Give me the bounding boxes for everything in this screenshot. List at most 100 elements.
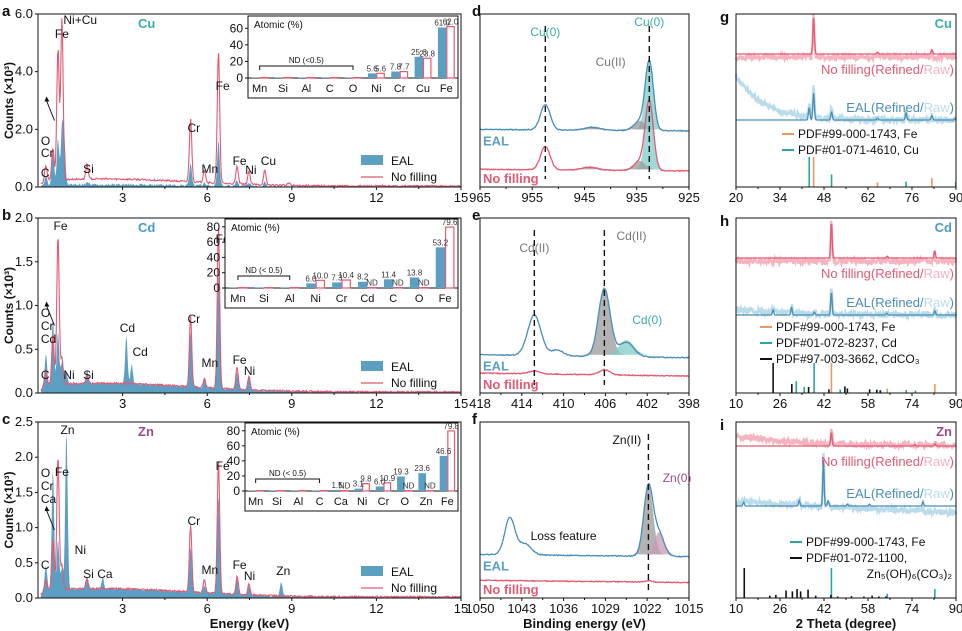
inset-bar-no-filling — [422, 57, 432, 79]
legend-label-no-filling: No filling — [391, 170, 437, 184]
fit-component — [608, 120, 671, 130]
x-tick-label: 42 — [817, 601, 831, 616]
label-part: Refined — [875, 266, 920, 281]
panel-i: No filling(Refined/Raw)EAL(Refined/Raw)P… — [720, 417, 962, 631]
label-part: Refined — [875, 100, 920, 115]
inset-data-label-eal: 8.2 — [357, 273, 369, 282]
label-part: No filling( — [821, 454, 876, 469]
eal-raw-pattern — [734, 288, 958, 322]
peak-label: Si — [83, 368, 94, 382]
x-tick-label: 90 — [949, 190, 962, 205]
inset-y-tick-label: 60 — [227, 439, 241, 453]
x-tick-label: 965 — [469, 190, 491, 205]
x-tick-label: 398 — [678, 396, 700, 411]
panel-c: 0.0 0.5 1.0 1.5 2.0 2.5 3 6 9 12 15 Energy (keV) Cou… — [2, 411, 468, 631]
inset-data-label-eal: 7.8 — [390, 63, 402, 72]
inset-data-label-eal: 11.4 — [381, 270, 397, 279]
y-axis-title: Counts (×10³) — [2, 62, 16, 139]
element-tag: Zn — [936, 424, 952, 439]
no-filling-spectrum-line — [40, 459, 461, 599]
inset-bar-no-filling — [444, 226, 455, 289]
peak-label: Si — [83, 567, 94, 581]
legend-label-no-filling: No filling — [391, 581, 437, 595]
peak-label: Zn — [61, 423, 75, 437]
peak-label: C — [41, 368, 50, 382]
legend-label-eal: EAL — [391, 565, 414, 579]
inset-category-label: O — [349, 83, 358, 95]
inset-data-label-no-filling: ND — [403, 482, 415, 491]
nd-bracket-label: ND (<0.5) — [289, 56, 324, 65]
label-part: Raw — [924, 266, 951, 281]
plot-frame — [479, 217, 690, 394]
x-tick-label: 26 — [773, 396, 787, 411]
inset-frame — [244, 422, 459, 512]
x-tick-label: 414 — [511, 396, 533, 411]
nd-bracket — [259, 65, 354, 70]
peak-label: Zn — [276, 564, 290, 578]
inset-category-label: Ca — [334, 496, 349, 508]
y-tick-label: 2.5 — [15, 414, 33, 429]
inset-y-tick-label: 60 — [230, 21, 244, 35]
inset-bar-chart: 0 20 40 60 Atomic (%) Mn Si Al C O Ni 5.65.6 Cr 7.87.… — [230, 15, 459, 99]
peak-label: Ni+Cu — [63, 13, 97, 27]
inset-category-label: O — [415, 293, 424, 305]
x-tick-label: 26 — [773, 601, 787, 616]
inset-category-label: Fe — [441, 496, 454, 508]
peak-label: Si — [83, 162, 94, 176]
x-tick-label: 3 — [119, 190, 126, 205]
x-tick-label: 955 — [521, 190, 543, 205]
inset-bar-eal — [435, 247, 446, 288]
y-tick-label: 2.0 — [15, 210, 33, 225]
label-part: Refined — [875, 62, 920, 77]
series-label-no-filling: No filling — [483, 582, 539, 597]
y-tick-label: 2.0 — [15, 121, 33, 136]
inset-bar-eal — [306, 283, 316, 288]
inset-bar-eal — [383, 279, 394, 288]
x-tick-label: 12 — [369, 396, 383, 411]
y-tick-label: 2.0 — [15, 449, 33, 464]
inset-category-label: Si — [278, 83, 288, 95]
peak-label: Fe — [54, 219, 68, 233]
panel-letter: e — [472, 207, 480, 224]
inset-title: Atomic (%) — [254, 20, 303, 31]
inset-category-label: Fe — [440, 83, 453, 95]
peak-label: Mn — [202, 356, 219, 370]
x-tick-label: 58 — [861, 601, 875, 616]
fit-component — [547, 166, 632, 170]
inset-data-label-eal: 61.0 — [434, 18, 450, 27]
arrow — [45, 509, 55, 531]
panel-letter: f — [472, 411, 478, 428]
x-tick-label: 90 — [949, 601, 962, 616]
inset-data-label-no-filling: 10.9 — [379, 474, 395, 483]
series-label-eal: EAL — [483, 133, 509, 148]
inset-data-label-no-filling: 10.4 — [338, 271, 354, 280]
y-tick-label: 1.0 — [15, 298, 33, 313]
series-label-eal: EAL — [483, 558, 509, 573]
inset-y-tick-label: 0 — [233, 484, 240, 498]
series-label-eal: EAL — [483, 359, 509, 374]
label-part: EAL( — [846, 100, 876, 115]
inset-category-label: Al — [293, 496, 303, 508]
label-part: ) — [950, 295, 954, 310]
peak-label: C — [41, 558, 50, 572]
peak-label: Ni — [244, 569, 255, 583]
x-tick-label: 9 — [288, 601, 295, 616]
x-tick-label: 1015 — [675, 601, 704, 616]
inset-bar-eal — [333, 489, 341, 491]
inset-bar-no-filling — [383, 482, 392, 492]
inset-bar-eal — [358, 281, 368, 288]
peak-annotation: Zn(0) — [663, 471, 692, 485]
inset-y-tick-label: 20 — [227, 469, 241, 483]
peak-label: Ni — [63, 368, 74, 382]
nd-bracket — [237, 275, 291, 280]
fit-component — [630, 532, 688, 555]
element-tag: Cd — [935, 220, 952, 235]
x-tick-label: 42 — [817, 396, 831, 411]
x-tick-label: 15 — [454, 396, 468, 411]
inset-category-label: O — [400, 496, 409, 508]
y-tick-label: 6.0 — [15, 6, 33, 21]
peak-label: Cd — [41, 332, 56, 346]
inset-y-tick-label: 40 — [230, 38, 244, 52]
fit-component — [626, 100, 673, 170]
inset-category-label: Mn — [248, 496, 263, 508]
